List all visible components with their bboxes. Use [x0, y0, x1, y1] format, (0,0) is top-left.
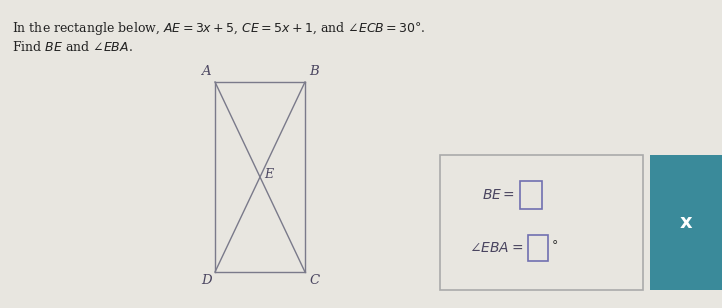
Text: B: B — [309, 65, 318, 78]
Bar — [440, 155, 643, 290]
Text: $BE=$: $BE=$ — [482, 188, 515, 202]
Text: In the rectangle below, $AE=3x+5$, $CE=5x+1$, and ∠$ECB=30$°.: In the rectangle below, $AE=3x+5$, $CE=5… — [12, 20, 425, 37]
Bar — [520, 181, 542, 209]
Text: °: ° — [552, 240, 558, 253]
Text: x: x — [679, 213, 692, 232]
Text: ∠$EBA=$: ∠$EBA=$ — [469, 241, 523, 255]
Text: E: E — [264, 168, 273, 181]
Bar — [528, 235, 548, 261]
Text: D: D — [201, 274, 212, 287]
Text: Find $BE$ and ∠$EBA$.: Find $BE$ and ∠$EBA$. — [12, 40, 133, 54]
Bar — [650, 155, 722, 290]
Text: C: C — [309, 274, 319, 287]
Text: A: A — [201, 65, 211, 78]
